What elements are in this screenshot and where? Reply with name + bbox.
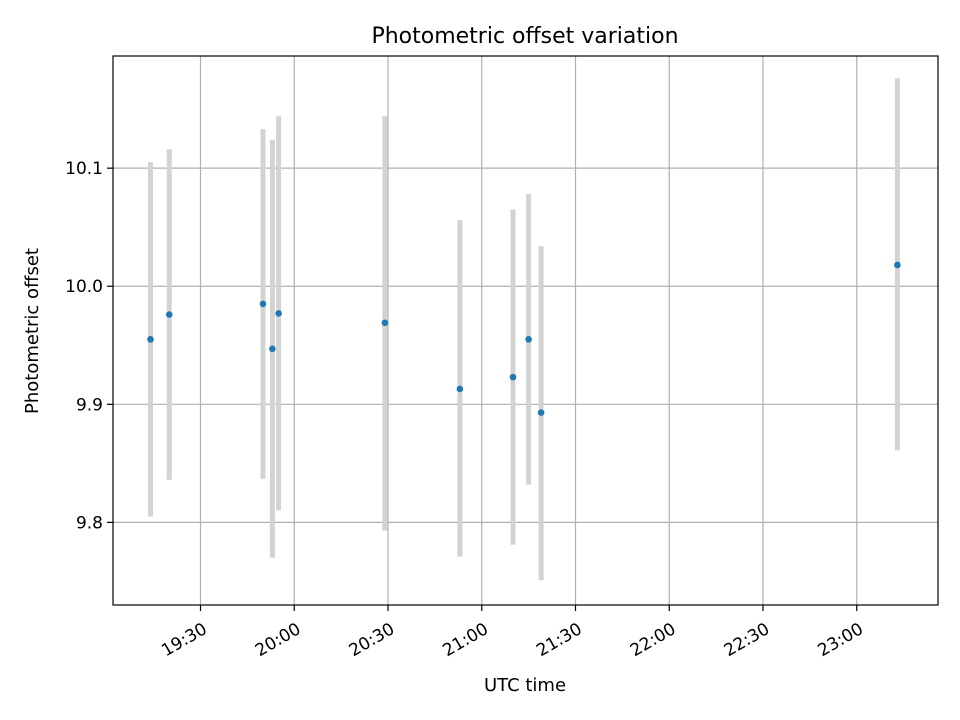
data-point: [381, 319, 389, 327]
y-tick-label: 9.8: [76, 513, 103, 533]
data-point: [165, 311, 173, 318]
data-points: [147, 261, 901, 416]
y-axis-ticks: 9.8 9.9 10.0 10.1: [65, 159, 113, 533]
data-point: [456, 385, 464, 393]
chart-title: Photometric offset variation: [371, 24, 678, 49]
data-point: [269, 345, 276, 353]
data-point: [509, 373, 517, 381]
data-point: [525, 336, 532, 343]
y-axis-label: Photometric offset: [22, 248, 43, 414]
plot-frame: [112, 55, 939, 606]
data-point: [147, 336, 154, 343]
data-point: [259, 300, 267, 308]
y-tick-label: 10.0: [65, 277, 103, 297]
grid: [113, 56, 938, 605]
data-point: [537, 409, 545, 416]
y-tick-label: 10.1: [65, 159, 103, 179]
data-point: [275, 310, 282, 317]
x-axis-label: UTC time: [484, 675, 566, 696]
data-point: [894, 261, 901, 269]
plot-area: [113, 56, 938, 605]
y-tick-label: 9.9: [76, 395, 103, 415]
